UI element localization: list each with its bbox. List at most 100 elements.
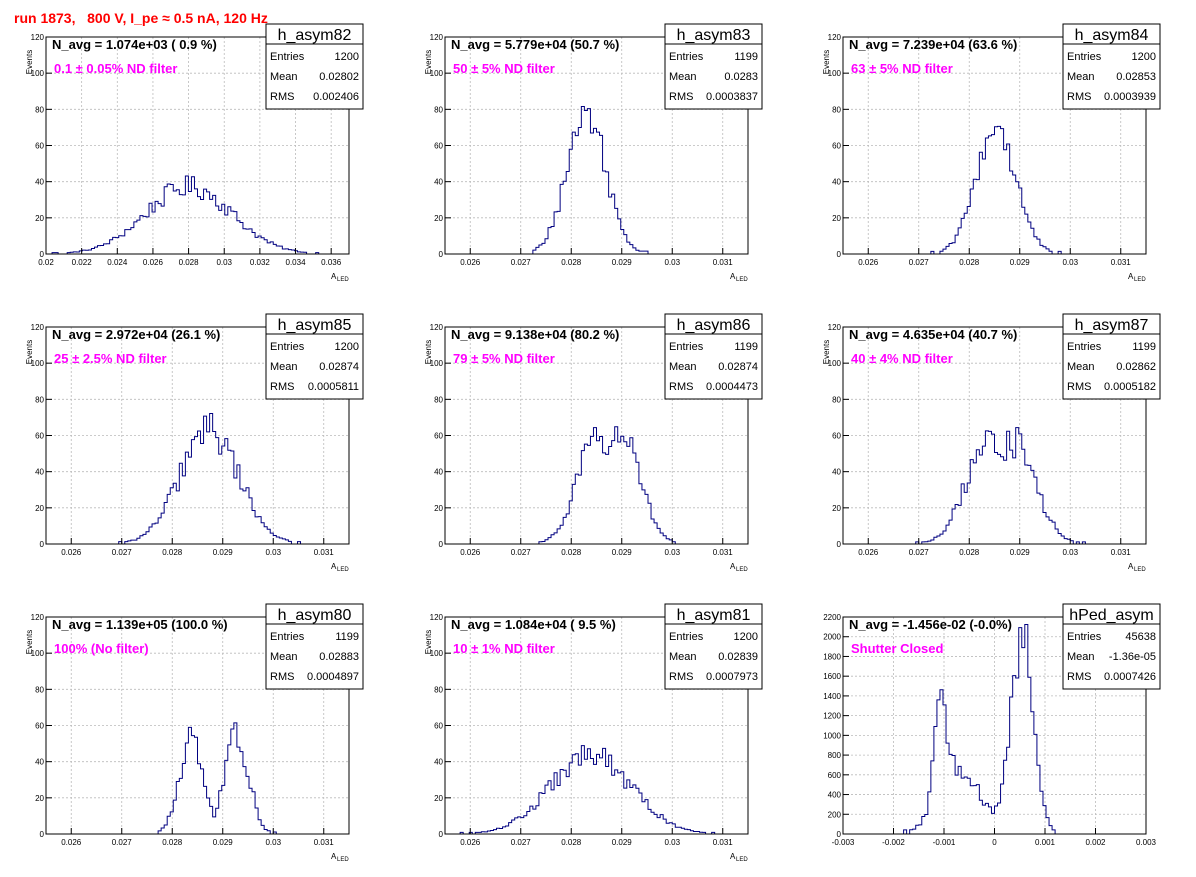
x-tick-label: 0.03 [216, 258, 232, 267]
y-axis-label: Events [424, 340, 433, 364]
stats-title: h_asym83 [677, 27, 751, 44]
stats-label: RMS [270, 91, 294, 103]
y-tick-label: 80 [35, 685, 44, 694]
x-tick-label: 0.026 [61, 548, 82, 557]
histogram-panel-h_asym83: 0.026 0.027 0.028 0.029 0.03 0.031 0 20 40 60 80 10… [424, 23, 763, 283]
x-tick-label: 0.029 [1010, 548, 1031, 557]
x-tick-label: -0.002 [882, 838, 905, 847]
stats-value: 1200 [1132, 51, 1156, 63]
x-tick-label: 0.029 [612, 258, 633, 267]
stats-box [664, 603, 763, 690]
filter-annotation: Shutter Closed [851, 641, 944, 656]
x-axis-label: A [1128, 562, 1134, 571]
x-tick-label: 0.029 [612, 838, 633, 847]
y-tick-label: 100 [31, 359, 45, 368]
y-tick-label: 60 [434, 722, 443, 731]
y-tick-label: 2200 [823, 613, 841, 622]
stats-value: -1.36e-05 [1109, 651, 1156, 663]
y-tick-label: 40 [35, 178, 44, 187]
stats-value: 0.0005811 [308, 381, 359, 393]
y-tick-label: 120 [828, 33, 842, 42]
x-tick-label: 0.022 [72, 258, 93, 267]
stats-label: Entries [669, 51, 704, 63]
y-tick-label: 0 [837, 830, 842, 839]
x-tick-label: 0.001 [1035, 838, 1056, 847]
stats-label: Entries [270, 51, 305, 63]
histogram-curve [46, 175, 349, 255]
histogram-curve [843, 427, 1146, 545]
n-avg-label: N_avg = 1.084e+04 ( 9.5 %) [451, 617, 616, 632]
y-axis-label: Events [25, 340, 34, 364]
filter-annotation: 25 ± 2.5% ND filter [54, 351, 167, 366]
x-tick-label: 0.031 [314, 838, 335, 847]
x-tick-label: 0.031 [713, 258, 734, 267]
stats-label: RMS [1067, 671, 1091, 683]
y-tick-label: 1800 [823, 652, 841, 661]
x-axis-label-subscript: LED [736, 277, 748, 283]
stats-label: Entries [270, 341, 305, 353]
x-axis-label: A [331, 272, 337, 281]
stats-title: h_asym80 [278, 607, 352, 624]
stats-box [664, 313, 763, 400]
y-tick-label: 120 [430, 33, 444, 42]
x-tick-label: 0.03 [664, 838, 680, 847]
stats-title: h_asym86 [677, 317, 751, 334]
stats-value: 0.02802 [319, 71, 359, 83]
x-tick-label: 0.028 [561, 258, 582, 267]
x-tick-label: 0.026 [460, 258, 481, 267]
y-tick-label: 0 [40, 540, 45, 549]
stats-box [1062, 23, 1161, 110]
y-tick-label: 100 [430, 359, 444, 368]
stats-label: RMS [669, 381, 693, 393]
x-tick-label: 0.027 [112, 548, 133, 557]
y-axis-label: Events [424, 630, 433, 654]
y-tick-label: 1600 [823, 672, 841, 681]
x-tick-label: 0.024 [107, 258, 128, 267]
x-tick-label: 0.031 [713, 838, 734, 847]
x-tick-label: 0.028 [179, 258, 200, 267]
y-tick-label: 120 [31, 613, 45, 622]
filter-annotation: 100% (No filter) [54, 641, 149, 656]
x-tick-label: 0.029 [1010, 258, 1031, 267]
x-tick-label: 0.028 [162, 548, 183, 557]
y-tick-label: 40 [434, 758, 443, 767]
y-axis-label: Events [822, 340, 831, 364]
x-tick-label: 0.003 [1136, 838, 1157, 847]
x-tick-label: 0.03 [265, 838, 281, 847]
filter-annotation: 50 ± 5% ND filter [453, 61, 555, 76]
stats-value: 45638 [1125, 631, 1156, 643]
y-tick-label: 120 [31, 33, 45, 42]
stats-title: h_asym81 [677, 607, 751, 624]
x-tick-label: -0.001 [933, 838, 956, 847]
y-tick-label: 0 [40, 830, 45, 839]
y-tick-label: 80 [434, 105, 443, 114]
stats-value: 0.002406 [313, 91, 359, 103]
stats-value: 0.0283 [724, 71, 758, 83]
x-tick-label: 0.02 [38, 258, 54, 267]
x-tick-label: 0.031 [1111, 258, 1132, 267]
stats-value: 0.0004473 [706, 381, 758, 393]
x-tick-label: 0.028 [162, 838, 183, 847]
x-axis-label: A [730, 562, 736, 571]
x-tick-label: 0.026 [460, 838, 481, 847]
n-avg-label: N_avg = 4.635e+04 (40.7 %) [849, 327, 1017, 342]
run-title: run 1873, 800 V, I_pe ≈ 0.5 nA, 120 Hz [14, 10, 268, 26]
stats-label: Mean [270, 71, 298, 83]
stats-label: Entries [270, 631, 305, 643]
y-tick-label: 20 [434, 794, 443, 803]
x-tick-label: 0.03 [265, 548, 281, 557]
stats-label: RMS [1067, 91, 1091, 103]
n-avg-label: N_avg = 1.074e+03 ( 0.9 %) [52, 37, 217, 52]
y-tick-label: 80 [832, 395, 841, 404]
stats-label: Entries [669, 631, 704, 643]
stats-label: RMS [669, 671, 693, 683]
stats-value: 1200 [335, 341, 359, 353]
x-tick-label: 0.026 [460, 548, 481, 557]
stats-value: 1199 [335, 631, 359, 643]
histogram-panel-h_asym85: 0.026 0.027 0.028 0.029 0.03 0.031 0 20 40 60 80 10… [25, 313, 364, 573]
x-axis-label: A [331, 852, 337, 861]
y-tick-label: 40 [832, 468, 841, 477]
stats-value: 1199 [734, 51, 758, 63]
histogram-panel-hPed_asym: -0.003 -0.002 -0.001 0 0.001 0.002 0.003 0 200 40… [823, 603, 1161, 847]
